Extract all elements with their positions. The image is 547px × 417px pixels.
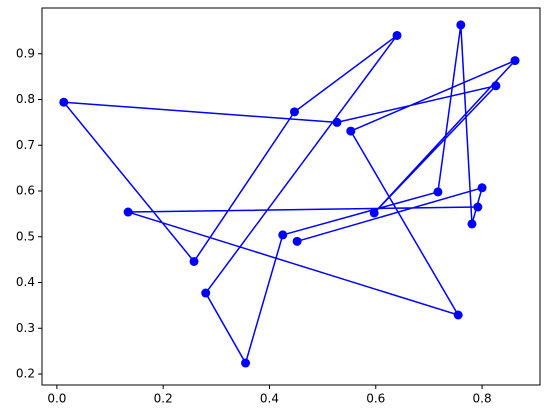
marker: [292, 236, 302, 246]
marker: [123, 207, 133, 217]
y-tick-label: 0.9: [16, 46, 35, 60]
marker: [510, 56, 520, 66]
marker: [201, 288, 211, 298]
marker: [278, 230, 288, 240]
x-tick-label: 0.4: [260, 392, 279, 406]
marker: [433, 187, 443, 197]
y-tick-label: 0.3: [16, 321, 35, 335]
y-tick-label: 0.6: [16, 184, 35, 198]
marker: [59, 97, 69, 107]
marker: [189, 256, 199, 266]
marker: [332, 117, 342, 127]
marker: [392, 30, 402, 40]
marker: [369, 208, 379, 218]
y-tick-label: 0.2: [16, 367, 35, 381]
x-tick-label: 0.0: [47, 392, 66, 406]
marker: [289, 107, 299, 117]
y-tick-label: 0.8: [16, 92, 35, 106]
y-tick-label: 0.7: [16, 138, 35, 152]
marker: [477, 183, 487, 193]
marker: [346, 126, 356, 136]
marker: [473, 202, 483, 212]
marker: [241, 358, 251, 368]
plot-frame: [41, 7, 541, 386]
marker: [456, 20, 466, 30]
marker: [453, 310, 463, 320]
marker: [467, 219, 477, 229]
x-tick-label: 0.8: [473, 392, 492, 406]
y-tick-label: 0.5: [16, 229, 35, 243]
line: [62, 24, 516, 365]
marker: [491, 81, 501, 91]
x-tick-label: 0.2: [154, 392, 173, 406]
x-tick-label: 0.6: [366, 392, 385, 406]
y-tick-label: 0.4: [16, 275, 35, 289]
